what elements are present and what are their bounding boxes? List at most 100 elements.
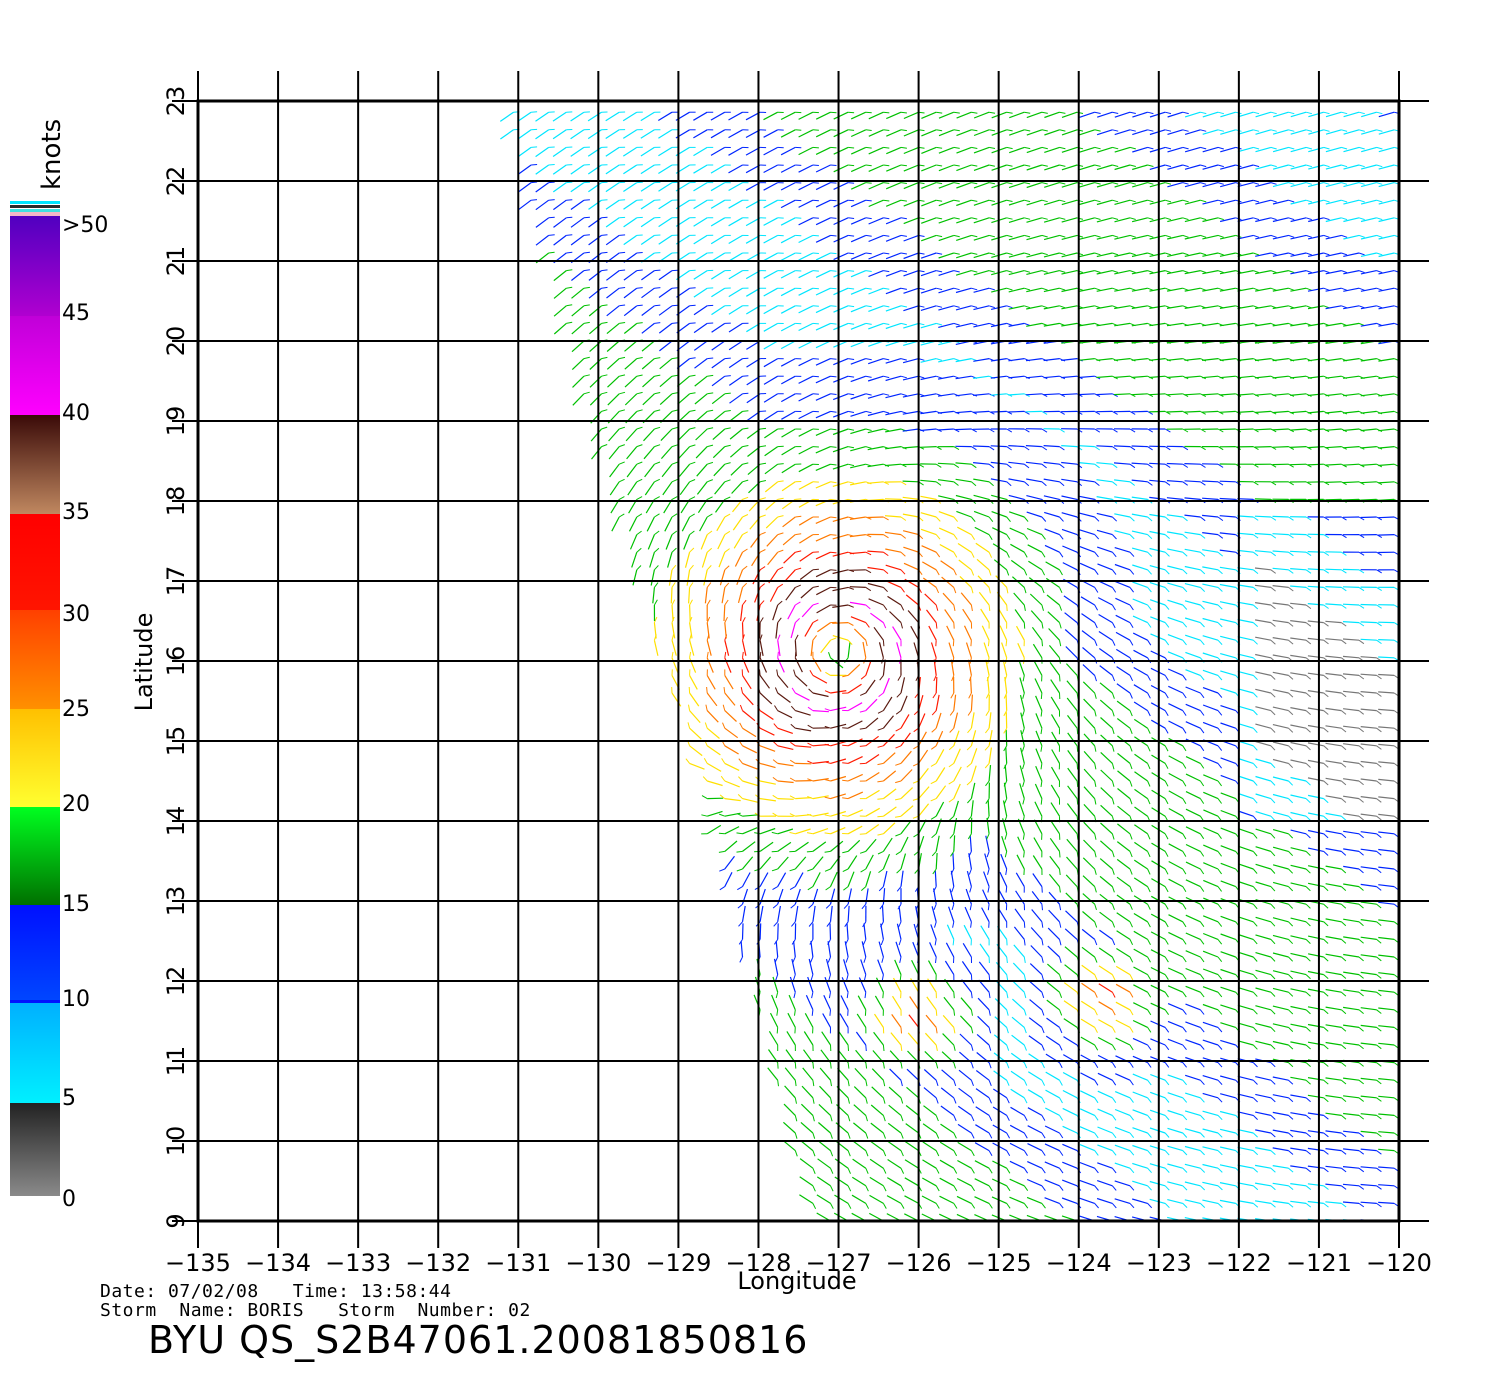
wind-vector <box>1219 1110 1236 1116</box>
wind-vector <box>1063 1000 1078 1011</box>
wind-barb <box>1323 1115 1329 1120</box>
wind-barb <box>988 1132 993 1139</box>
wind-barb <box>895 780 902 784</box>
wind-barb <box>812 635 817 641</box>
wind-barb <box>1305 991 1311 997</box>
wind-barb <box>1129 551 1135 557</box>
wind-barb <box>847 1062 850 1069</box>
wind-vector <box>1185 950 1201 958</box>
wind-vector <box>973 478 990 483</box>
wind-vector <box>1082 681 1096 694</box>
wind-barb <box>1323 586 1329 592</box>
wind-vector <box>588 270 602 281</box>
wind-barb <box>671 530 678 535</box>
wind-barb <box>601 444 608 448</box>
wind-barb <box>953 992 955 999</box>
wind-barb <box>865 1150 869 1157</box>
wind-vector <box>734 551 744 567</box>
wind-vector <box>721 587 726 604</box>
wind-barb <box>636 530 642 536</box>
wind-vector <box>1378 322 1395 327</box>
wind-barb <box>1094 587 1099 593</box>
wind-barb <box>931 833 937 839</box>
legend-label-5: 5 <box>62 1086 76 1111</box>
wind-barb <box>654 565 659 571</box>
wind-vector <box>1378 831 1395 835</box>
wind-vector <box>1185 826 1201 835</box>
wind-barb <box>583 304 590 307</box>
wind-vector <box>1272 358 1289 362</box>
wind-barb <box>1006 974 1009 981</box>
wind-vector <box>1237 375 1254 379</box>
wind-barb <box>1376 551 1382 556</box>
wind-barb <box>865 1044 867 1052</box>
wind-barb <box>1094 463 1100 469</box>
wind-barb <box>953 428 960 433</box>
wind-barb <box>759 651 762 658</box>
wind-barb <box>1376 270 1383 274</box>
wind-vector <box>1220 757 1236 764</box>
wind-vector <box>1290 602 1307 606</box>
wind-vector <box>588 234 602 246</box>
wind-vector <box>869 1158 884 1169</box>
wind-vector <box>1149 199 1166 205</box>
wind-barb <box>1023 956 1026 963</box>
wind-barb <box>1253 446 1259 451</box>
wind-barb <box>970 1080 974 1086</box>
wind-barb <box>707 479 713 483</box>
wind-barb <box>636 357 643 360</box>
wind-barb <box>935 1185 940 1192</box>
wind-barb <box>865 1080 868 1087</box>
wind-barb <box>1111 1115 1117 1121</box>
wind-vector <box>1150 616 1166 624</box>
wind-vector <box>728 305 743 315</box>
wind-vector <box>983 871 990 887</box>
wind-barb <box>1253 428 1259 433</box>
wind-vector <box>909 996 920 1011</box>
wind-barb <box>953 358 960 362</box>
wind-barb <box>706 582 712 588</box>
wind-barb <box>971 217 978 220</box>
wind-vector <box>942 1033 955 1046</box>
wind-barb <box>566 286 573 289</box>
wind-vector <box>1219 1164 1236 1169</box>
wind-vector <box>920 252 937 259</box>
wind-vector <box>782 1139 796 1152</box>
wind-barb <box>971 182 978 185</box>
wind-vector <box>829 905 833 922</box>
wind-vector <box>767 551 779 566</box>
wind-vector <box>881 905 884 922</box>
wind-vector <box>882 659 886 676</box>
wind-barb <box>1182 868 1187 875</box>
wind-barb <box>1341 551 1347 556</box>
wind-barb <box>1200 252 1207 256</box>
wind-barb <box>1023 463 1030 469</box>
wind-vector <box>1167 1181 1183 1187</box>
wind-vector <box>777 798 794 800</box>
wind-vector <box>1025 358 1042 362</box>
wind-vector <box>1033 819 1043 835</box>
wind-vector <box>885 375 902 382</box>
wind-barb <box>1376 956 1382 962</box>
wind-vector <box>847 809 864 817</box>
wind-vector <box>839 1013 849 1028</box>
wind-barb <box>671 392 678 395</box>
wind-vector <box>885 182 902 190</box>
wind-barb <box>1129 956 1134 963</box>
wind-vector <box>1078 445 1095 448</box>
wind-vector <box>1343 690 1360 694</box>
wind-barb <box>1094 481 1100 486</box>
wind-vector <box>1307 724 1324 729</box>
wind-vector <box>1184 617 1201 624</box>
wind-vector <box>1061 322 1078 327</box>
wind-barb <box>812 1097 815 1104</box>
wind-barb <box>1288 516 1294 521</box>
wind-barb <box>1270 481 1277 486</box>
wind-barb <box>1376 217 1383 221</box>
wind-vector <box>1099 929 1113 940</box>
wind-barb <box>1341 868 1347 874</box>
wind-vector <box>1307 270 1324 275</box>
wind-vector <box>736 569 744 586</box>
wind-vector <box>1096 479 1113 483</box>
wind-barb <box>900 1167 905 1174</box>
